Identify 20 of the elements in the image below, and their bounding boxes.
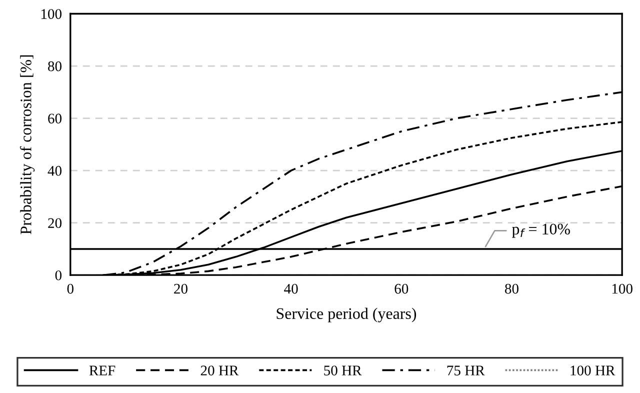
ref-line-label: p$_{f}$ = 10%: [512, 224, 570, 238]
x-tick-label: 80: [505, 284, 518, 294]
y-tick-label: 80: [48, 61, 62, 72]
x-tick-label: 0: [67, 284, 74, 294]
y-tick-label: 20: [48, 218, 62, 228]
legend-label: 20 HR: [200, 366, 239, 376]
x-tick-label: 60: [394, 284, 408, 294]
x-tick-label: 100: [612, 284, 632, 294]
legend-label: 50 HR: [324, 366, 362, 376]
y-axis-title: Probability of corrosion [%]: [20, 55, 35, 234]
y-tick-label: 0: [55, 270, 62, 280]
y-tick-label: 100: [41, 9, 62, 19]
x-axis-title: Service period (years): [276, 308, 416, 322]
y-tick-label: 60: [48, 114, 62, 124]
x-tick-label: 40: [284, 284, 298, 294]
legend-label: 100 HR: [570, 366, 616, 376]
legend-label: REF: [89, 366, 116, 376]
legend-label: 75 HR: [447, 366, 485, 376]
x-tick-label: 20: [174, 284, 188, 294]
y-tick-label: 40: [48, 166, 62, 176]
